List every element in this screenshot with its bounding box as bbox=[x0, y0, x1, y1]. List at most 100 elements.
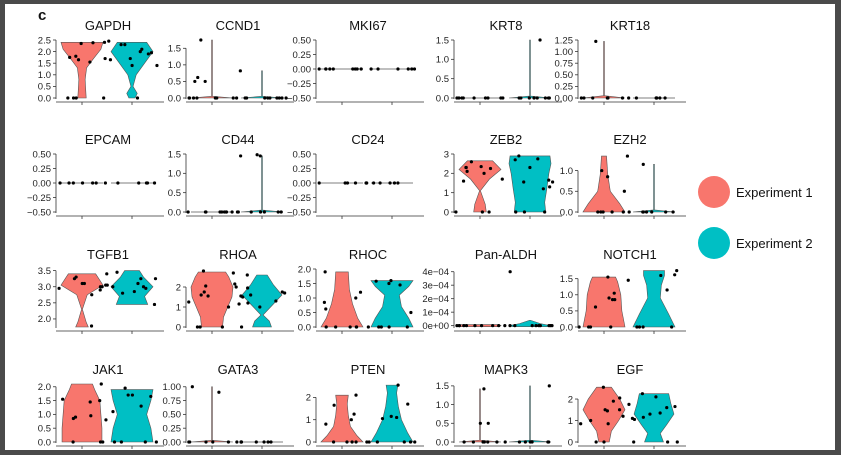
data-point bbox=[187, 96, 191, 100]
data-point bbox=[149, 394, 153, 399]
data-point bbox=[673, 404, 677, 409]
data-point bbox=[503, 324, 507, 328]
data-point bbox=[206, 294, 210, 298]
data-point bbox=[123, 43, 127, 47]
data-point bbox=[352, 412, 356, 416]
data-point bbox=[479, 324, 484, 328]
y-tick-label: 1 bbox=[306, 415, 311, 426]
data-point bbox=[640, 392, 645, 396]
data-point bbox=[145, 181, 150, 185]
data-point bbox=[406, 67, 410, 71]
data-point bbox=[238, 69, 242, 73]
data-point bbox=[226, 305, 231, 309]
data-point bbox=[409, 310, 413, 315]
data-point bbox=[266, 440, 270, 444]
data-point bbox=[226, 440, 231, 444]
data-point bbox=[457, 324, 461, 328]
data-point bbox=[389, 414, 393, 418]
data-point bbox=[141, 285, 146, 289]
data-point bbox=[396, 181, 400, 185]
y-tick-label: 3 bbox=[444, 149, 449, 160]
data-point bbox=[191, 96, 196, 100]
data-point bbox=[196, 75, 200, 80]
panel-title-notch1: NOTCH1 bbox=[603, 247, 656, 262]
data-point bbox=[324, 67, 328, 71]
data-point bbox=[345, 440, 349, 444]
data-point bbox=[366, 325, 370, 329]
data-point bbox=[543, 210, 547, 214]
data-point bbox=[76, 58, 81, 62]
y-tick-label: 1 bbox=[444, 188, 449, 199]
data-point bbox=[588, 325, 593, 329]
data-point bbox=[130, 393, 135, 397]
data-point bbox=[66, 96, 70, 100]
panel-title-cd44: CD44 bbox=[221, 132, 254, 147]
data-point bbox=[396, 383, 400, 387]
data-point bbox=[139, 277, 143, 281]
data-point bbox=[486, 96, 490, 100]
data-point bbox=[632, 440, 636, 444]
panel-title-rhoc: RHOC bbox=[349, 247, 387, 262]
y-tick-label: 0.0 bbox=[168, 93, 181, 104]
data-point bbox=[612, 291, 616, 295]
data-point bbox=[637, 325, 642, 329]
data-point bbox=[80, 181, 85, 185]
data-point bbox=[268, 96, 272, 100]
data-point bbox=[675, 440, 679, 444]
data-point bbox=[602, 440, 606, 444]
data-point bbox=[387, 281, 391, 286]
data-point bbox=[517, 440, 522, 444]
data-point bbox=[465, 169, 469, 173]
data-point bbox=[538, 324, 542, 328]
data-point bbox=[605, 96, 609, 100]
violin-pten-exp2 bbox=[370, 384, 414, 443]
data-point bbox=[91, 41, 95, 45]
y-tick-label: 1.00 bbox=[163, 382, 182, 393]
y-tick-label: 0.5 bbox=[38, 82, 51, 93]
data-point bbox=[193, 79, 197, 84]
data-point bbox=[74, 96, 78, 100]
data-point bbox=[609, 325, 613, 329]
data-point bbox=[348, 325, 352, 329]
data-point bbox=[103, 181, 107, 185]
data-point bbox=[479, 164, 483, 169]
data-point bbox=[478, 421, 482, 425]
panel-title-pten: PTEN bbox=[351, 362, 386, 377]
violin-tgfb1-exp2 bbox=[110, 270, 154, 305]
data-point bbox=[354, 296, 358, 300]
data-point bbox=[187, 300, 191, 304]
y-tick-label: 1.0 bbox=[560, 290, 573, 301]
violin-ezh2-exp2 bbox=[632, 164, 676, 213]
legend-item-experiment-1: Experiment 1 bbox=[698, 176, 813, 208]
data-point bbox=[658, 411, 662, 415]
y-tick-label: 0.75 bbox=[555, 59, 574, 70]
y-tick-label: 4e−04 bbox=[422, 267, 449, 278]
violin-ccnd1-exp2 bbox=[240, 70, 284, 99]
y-tick-label: 2 bbox=[444, 169, 449, 180]
y-tick-label: 0.0 bbox=[38, 93, 51, 104]
violin-tgfb1-exp1 bbox=[60, 273, 104, 328]
data-point bbox=[155, 63, 159, 68]
data-point bbox=[137, 181, 141, 185]
data-point bbox=[641, 162, 645, 166]
data-point bbox=[324, 422, 328, 426]
panel-title-cd24: CD24 bbox=[351, 132, 384, 147]
data-point bbox=[144, 286, 148, 290]
legend-label: Experiment 1 bbox=[736, 184, 813, 200]
data-point bbox=[67, 181, 71, 185]
data-point bbox=[396, 67, 400, 71]
data-point bbox=[550, 180, 555, 184]
data-point bbox=[128, 56, 132, 61]
data-point bbox=[641, 415, 645, 419]
data-point bbox=[104, 418, 108, 422]
y-tick-label: 0.50 bbox=[33, 149, 52, 160]
data-point bbox=[593, 305, 598, 309]
data-point bbox=[369, 67, 373, 71]
violin-cd44-exp2 bbox=[240, 155, 284, 213]
figure-frame: c GAPDH 0.0 0.5 1.0 1.5 2.0 2.5 CCND1 0.0 0.5 1.0 1… bbox=[5, 4, 835, 450]
data-point bbox=[276, 210, 280, 214]
data-point bbox=[123, 386, 127, 390]
y-tick-label: −0.25 bbox=[287, 193, 311, 204]
data-point bbox=[79, 41, 83, 46]
data-point bbox=[136, 281, 140, 286]
